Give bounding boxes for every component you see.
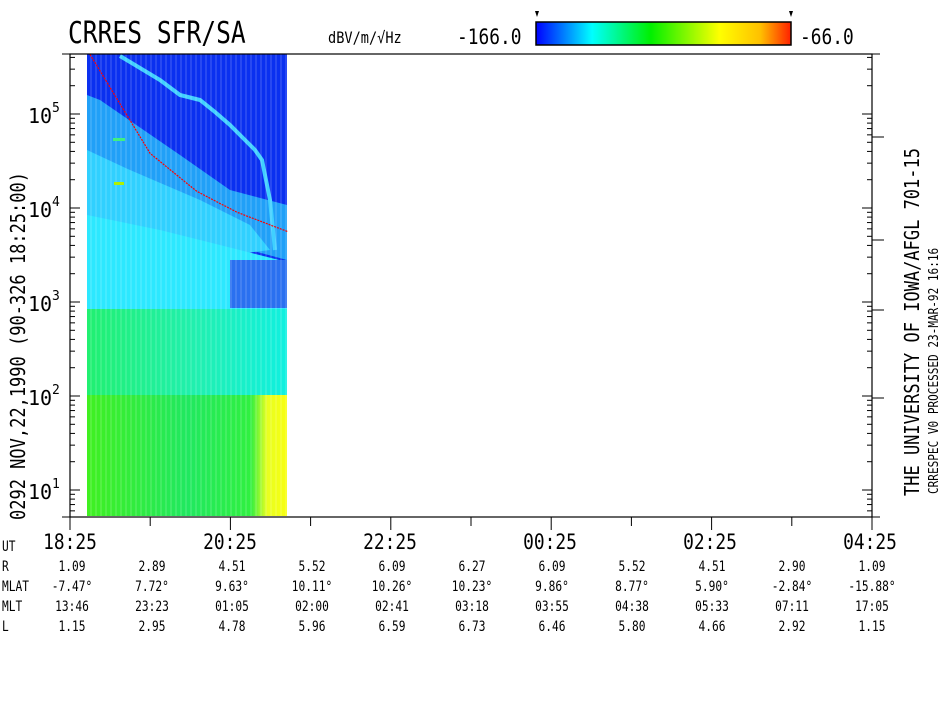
ephemeris-l-cell: 2.92 (778, 619, 806, 635)
left-axis-label: 0292 NOV,22,1990 (90-326 18:25:00) (6, 111, 30, 520)
ephemeris-l-cell: 1.15 (858, 619, 886, 635)
ephemeris-mlat-cell: 10.26° (371, 579, 413, 595)
ephemeris-row-label: MLT (2, 599, 23, 615)
ephemeris-mlat-cell: 9.63° (215, 579, 249, 595)
x-tick-label: 22:25 (363, 530, 417, 554)
ephemeris-mlat-cell: -2.84° (771, 579, 813, 595)
processed-label-wrap: CRRESPEC V0 PROCESSED 23-MAR-92 16:16 (927, 204, 942, 494)
y-tick-exponent: 4 (52, 195, 60, 210)
ephemeris-r-cell: 2.90 (778, 559, 806, 575)
y-tick-exponent: 5 (52, 101, 60, 116)
date-label: 0292 NOV,22,1990 (90-326 18:25:00) (6, 172, 30, 520)
ephemeris-r-cell: 1.09 (58, 559, 86, 575)
x-tick-label: 02:25 (683, 530, 737, 554)
y-tick-exponent: 2 (52, 383, 60, 398)
ephemeris-row-label: UT (2, 539, 16, 555)
x-tick-label: 18:25 (43, 530, 97, 554)
institution-label: THE UNIVERSITY OF IOWA/AFGL 701-15 (900, 148, 924, 496)
plot-title: CRRES SFR/SA (68, 16, 246, 51)
ephemeris-mlt-cell: 04:38 (615, 599, 649, 615)
ephemeris-mlt-cell: 13:46 (55, 599, 89, 615)
y-tick-label: 10 (28, 480, 52, 504)
ephemeris-row-label: L (2, 619, 9, 635)
ephemeris-mlat-cell: 8.77° (615, 579, 649, 595)
y-tick-label: 10 (28, 198, 52, 222)
ephemeris-l-cell: 6.73 (458, 619, 486, 635)
ephemeris-mlat-cell: 10.23° (451, 579, 493, 595)
ephemeris-mlat-cell: 10.11° (291, 579, 333, 595)
institution-label-wrap: THE UNIVERSITY OF IOWA/AFGL 701-15 (900, 87, 924, 496)
ephemeris-mlt-cell: 01:05 (215, 599, 249, 615)
ephemeris-mlt-cell: 02:41 (375, 599, 409, 615)
ephemeris-l-cell: 4.78 (218, 619, 246, 635)
ephemeris-r-cell: 6.27 (458, 559, 486, 575)
ephemeris-r-cell: 1.09 (858, 559, 886, 575)
y-tick-exponent: 3 (52, 289, 60, 304)
ephemeris-row-label: MLAT (2, 579, 29, 595)
ephemeris-l-cell: 1.15 (58, 619, 86, 635)
ephemeris-r-cell: 6.09 (538, 559, 566, 575)
ephemeris-mlat-cell: -7.47° (51, 579, 93, 595)
colorbar-max-label: -66.0 (800, 25, 854, 49)
ephemeris-r-cell: 4.51 (698, 559, 726, 575)
y-tick-label: 10 (28, 292, 52, 316)
ephemeris-l-cell: 6.46 (538, 619, 566, 635)
processed-label: CRRESPEC V0 PROCESSED 23-MAR-92 16:16 (927, 247, 942, 494)
y-tick-exponent: 1 (52, 477, 60, 492)
ephemeris-row-label: R (2, 559, 9, 575)
ephemeris-r-cell: 5.52 (298, 559, 326, 575)
ephemeris-mlat-cell: -15.88° (848, 579, 896, 595)
colorbar-min-marker (535, 11, 539, 17)
ephemeris-mlt-cell: 07:11 (775, 599, 809, 615)
ephemeris-mlat-cell: 9.86° (535, 579, 569, 595)
ephemeris-mlat-cell: 5.90° (695, 579, 729, 595)
ephemeris-mlt-cell: 23:23 (135, 599, 169, 615)
colorbar-max-marker (789, 11, 793, 17)
ephemeris-l-cell: 4.66 (698, 619, 726, 635)
y-tick-label: 10 (28, 104, 52, 128)
y-tick-label: 10 (28, 386, 52, 410)
ephemeris-r-cell: 4.51 (218, 559, 246, 575)
colorbar (535, 21, 792, 46)
x-tick-label: 20:25 (203, 530, 257, 554)
ephemeris-mlat-cell: 7.72° (135, 579, 169, 595)
ephemeris-r-cell: 2.89 (138, 559, 166, 575)
ephemeris-mlt-cell: 17:05 (855, 599, 889, 615)
x-tick-label: 04:25 (843, 530, 897, 554)
ephemeris-mlt-cell: 03:55 (535, 599, 569, 615)
ephemeris-mlt-cell: 03:18 (455, 599, 489, 615)
ephemeris-l-cell: 6.59 (378, 619, 406, 635)
colorbar-min-label: -166.0 (457, 25, 522, 49)
spectrogram-image (87, 54, 287, 516)
colorbar-units: dBV/m/√Hz (328, 28, 402, 47)
ephemeris-mlt-cell: 05:33 (695, 599, 729, 615)
ephemeris-l-cell: 5.80 (618, 619, 646, 635)
green-spot (113, 138, 125, 141)
ephemeris-r-cell: 6.09 (378, 559, 406, 575)
ephemeris-l-cell: 5.96 (298, 619, 326, 635)
stripe-texture (87, 54, 287, 516)
ephemeris-mlt-cell: 02:00 (295, 599, 329, 615)
ephemeris-r-cell: 5.52 (618, 559, 646, 575)
green-spot (114, 182, 124, 185)
x-tick-label: 00:25 (523, 530, 577, 554)
ephemeris-l-cell: 2.95 (138, 619, 166, 635)
